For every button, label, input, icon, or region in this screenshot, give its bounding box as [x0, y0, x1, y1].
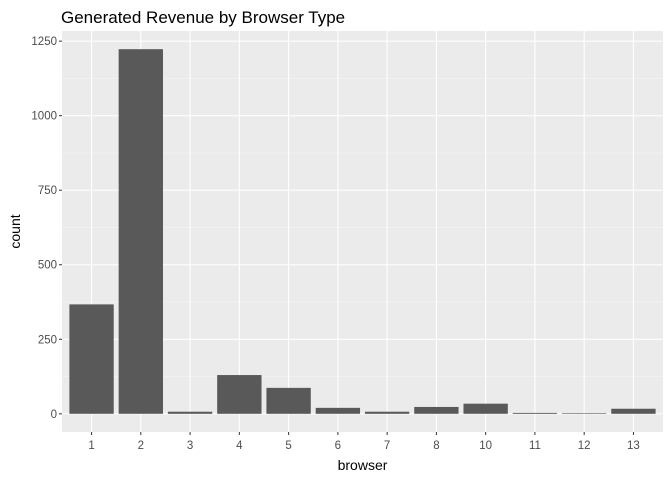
x-tick-label: 13	[627, 440, 640, 452]
bar-8	[414, 406, 459, 414]
bar-2	[118, 49, 163, 414]
chart-title: Generated Revenue by Browser Type	[61, 8, 345, 27]
y-axis-title: count	[7, 214, 23, 248]
bar-6	[315, 407, 361, 414]
x-tick-label: 1	[88, 440, 94, 452]
x-tick-label: 12	[578, 440, 591, 452]
y-tick-label: 1000	[31, 111, 57, 123]
x-tick-label: 2	[138, 440, 144, 452]
y-axis-ticks: 0 250 500 750 1000 1250	[31, 36, 62, 421]
x-tick-label: 10	[479, 440, 492, 452]
y-tick-label: 250	[38, 334, 57, 346]
bar-5	[266, 387, 311, 414]
x-tick-label: 11	[529, 440, 541, 452]
y-tick-label: 500	[38, 260, 57, 272]
x-tick-label: 4	[236, 440, 243, 452]
y-tick-label: 0	[51, 409, 57, 421]
bar-1	[69, 304, 114, 414]
bar-11	[512, 412, 558, 414]
x-axis-ticks: 1 2 3 4 5 6 7 8 10 11 12 13	[88, 432, 640, 452]
bar-3	[167, 411, 213, 414]
bar-10	[463, 403, 508, 414]
bar-12	[562, 413, 607, 414]
bar-7	[364, 411, 410, 414]
x-tick-label: 3	[187, 440, 193, 452]
x-tick-label: 7	[384, 440, 390, 452]
bar-4	[217, 375, 262, 414]
x-tick-label: 8	[433, 440, 439, 452]
bars	[69, 49, 656, 414]
x-axis-title: browser	[338, 457, 388, 473]
bar-13	[611, 408, 656, 414]
y-tick-label: 750	[38, 185, 57, 197]
y-tick-label: 1250	[31, 36, 57, 48]
x-tick-label: 6	[335, 440, 341, 452]
x-tick-label: 5	[285, 440, 291, 452]
